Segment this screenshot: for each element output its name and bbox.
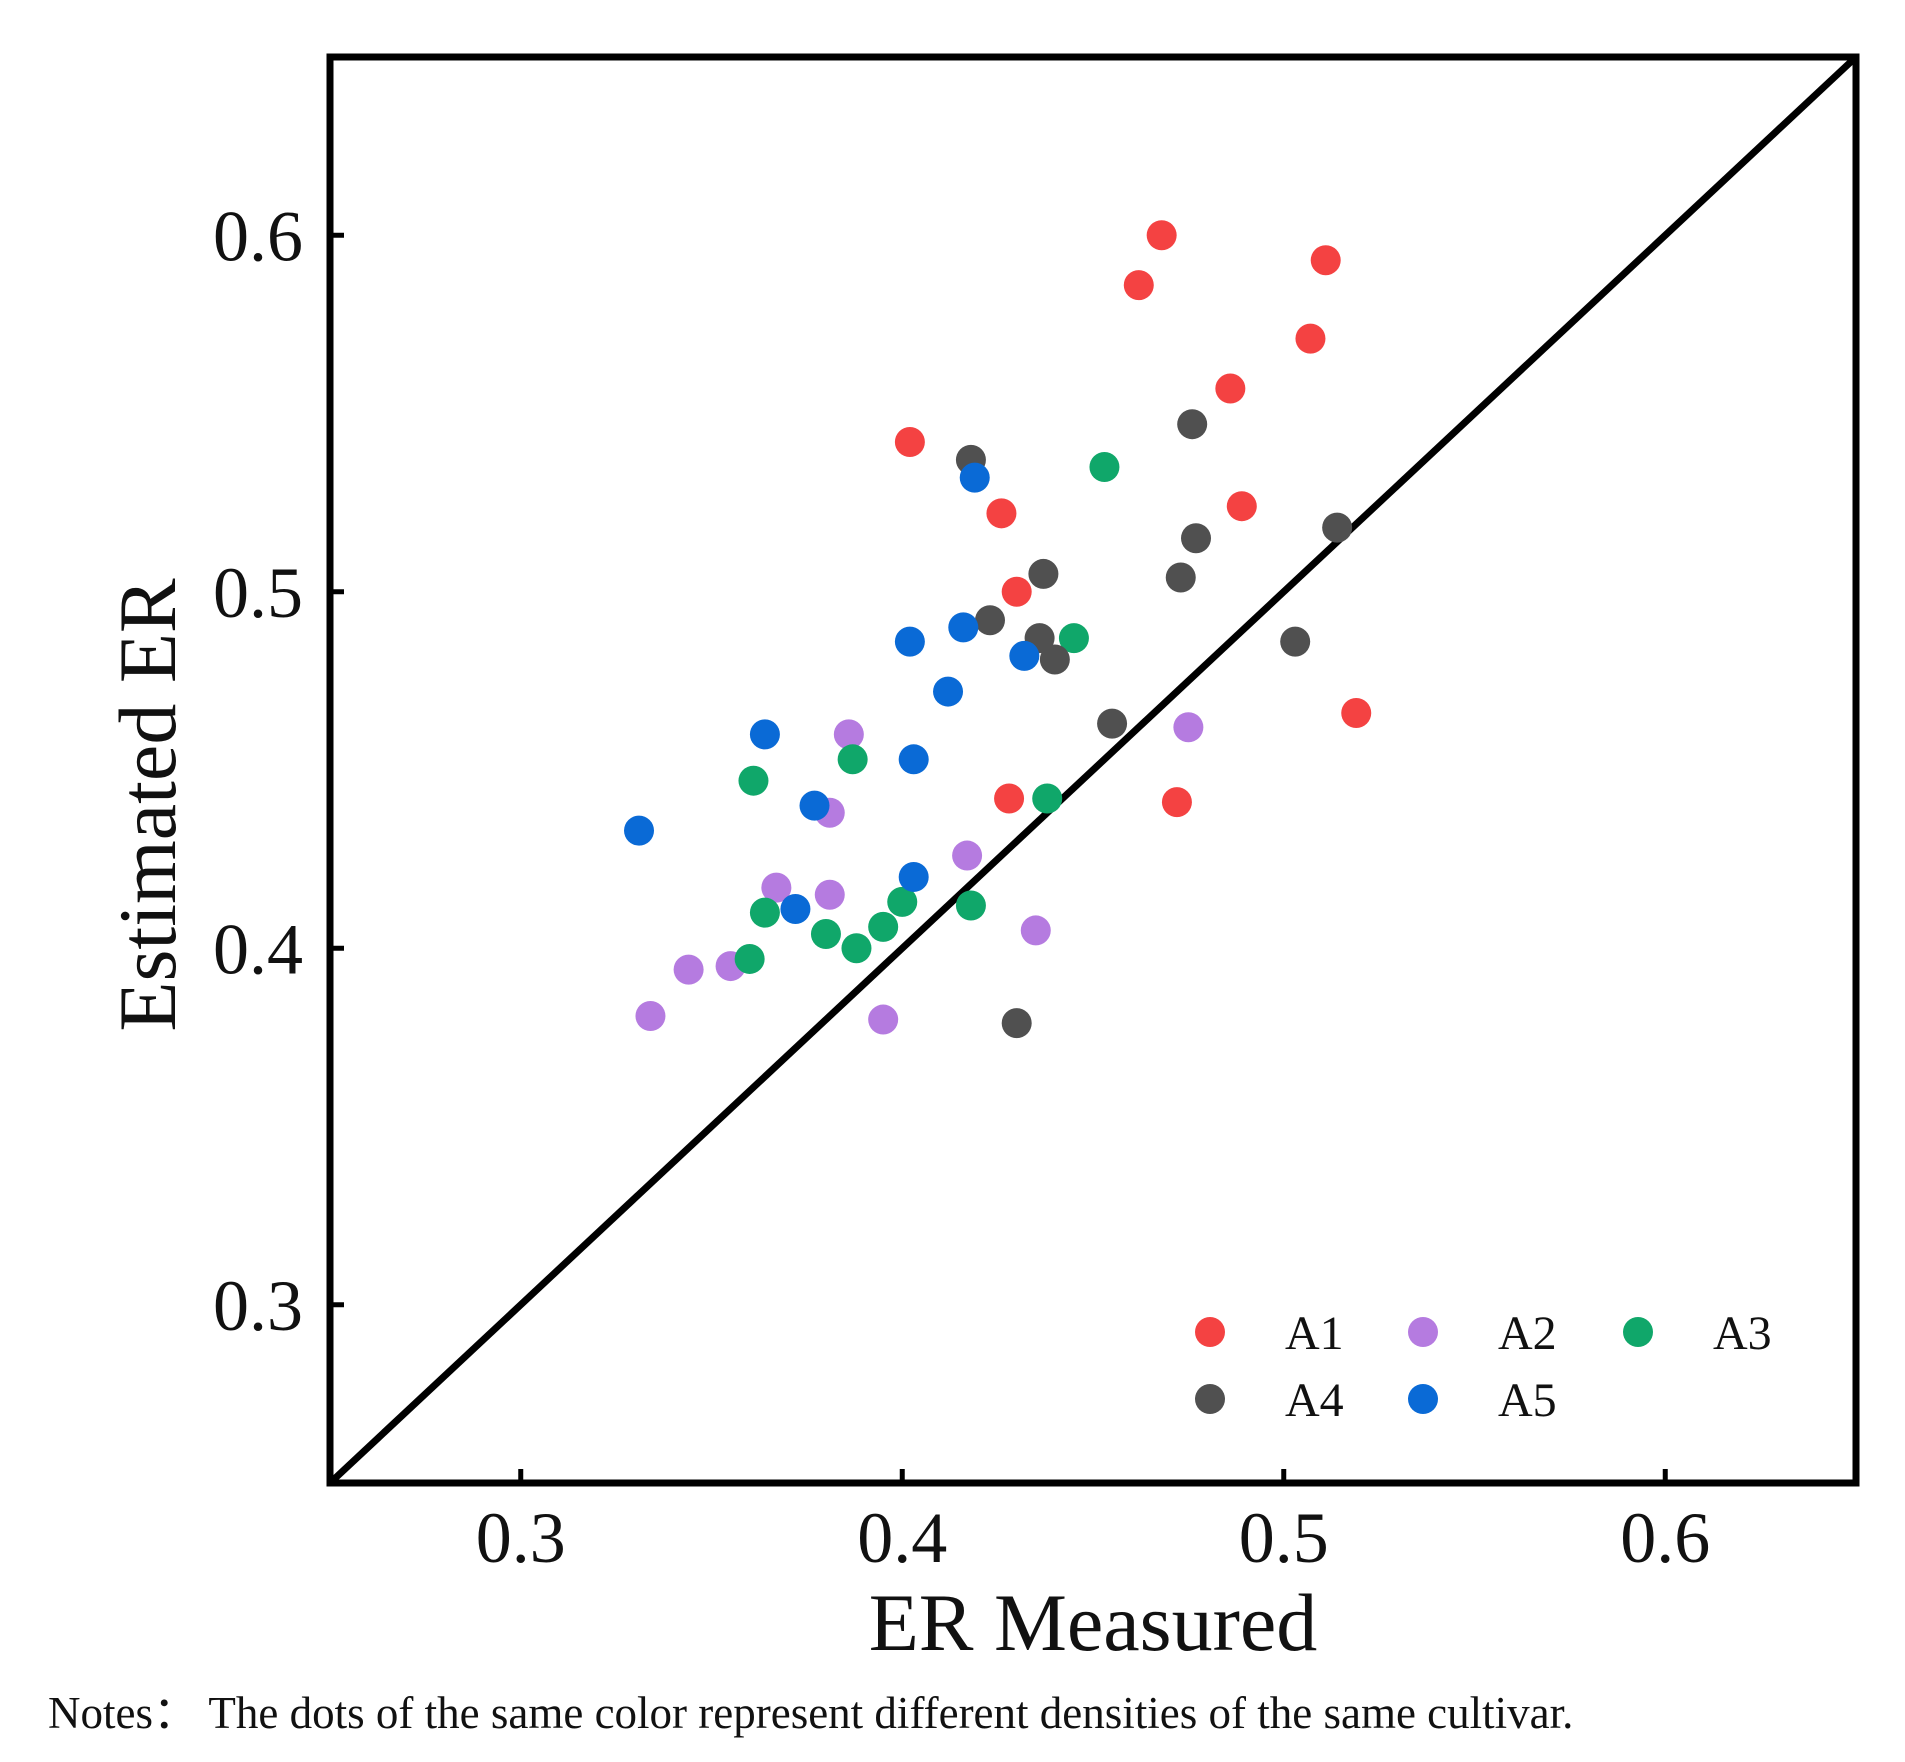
legend-label: A1: [1285, 1307, 1344, 1360]
point-a1-5: [1215, 373, 1246, 404]
y-tick-label: 0.3: [213, 1266, 303, 1346]
x-tick-label: 0.5: [1239, 1498, 1329, 1578]
legend-marker: [1195, 1384, 1225, 1414]
point-a1-6: [894, 427, 925, 458]
point-a4-7: [974, 605, 1005, 636]
point-a2-5: [814, 879, 845, 910]
point-a1-10: [1341, 697, 1372, 728]
one-to-one-line: [327, 54, 1859, 1486]
point-a2-4: [761, 872, 792, 903]
figure-notes: Notes： The dots of the same color repres…: [48, 1688, 1574, 1738]
point-a5-9: [624, 815, 655, 846]
point-a4-3: [1181, 523, 1212, 554]
point-a3-1: [1089, 451, 1120, 482]
point-a5-11: [780, 894, 811, 925]
point-a1-7: [986, 498, 1017, 529]
legend-item-a3: A3: [1623, 1307, 1772, 1360]
x-axis: 0.3 0.4 0.5 0.6: [476, 1469, 1710, 1578]
legend: A1 A2 A3 A4 A5: [1195, 1307, 1772, 1427]
x-axis-title: ER Measured: [869, 1577, 1318, 1668]
point-a5-1: [959, 462, 990, 493]
point-a1-12: [1161, 787, 1192, 818]
legend-label: A3: [1713, 1307, 1772, 1360]
legend-label: A5: [1498, 1374, 1557, 1427]
series-a1: [894, 220, 1372, 818]
point-a5-2: [894, 626, 925, 657]
point-a3-7: [810, 918, 841, 949]
point-a1-4: [1295, 323, 1326, 354]
point-a4-10: [1280, 626, 1311, 657]
point-a5-5: [933, 676, 964, 707]
legend-marker: [1195, 1317, 1225, 1347]
point-a2-11: [1020, 915, 1051, 946]
point-a4-1: [1177, 409, 1208, 440]
point-a4-9: [1039, 644, 1070, 675]
y-tick-label: 0.6: [213, 196, 303, 276]
series-a5: [624, 462, 1040, 925]
point-a1-11: [994, 783, 1025, 814]
point-a2-9: [635, 1000, 666, 1031]
point-a5-4: [1009, 640, 1040, 671]
point-a4-5: [1028, 558, 1059, 589]
y-tick-label: 0.5: [213, 553, 303, 633]
point-a1-8: [1226, 491, 1257, 522]
point-a5-7: [898, 744, 929, 775]
point-a3-4: [837, 744, 868, 775]
point-a5-3: [948, 612, 979, 643]
legend-item-a1: A1: [1195, 1307, 1344, 1360]
legend-item-a5: A5: [1408, 1374, 1557, 1427]
legend-item-a4: A4: [1195, 1374, 1344, 1427]
point-a3-12: [734, 943, 765, 974]
point-a3-11: [955, 890, 986, 921]
point-a3-3: [738, 765, 769, 796]
point-a1-1: [1146, 220, 1177, 251]
legend-marker: [1623, 1317, 1653, 1347]
point-a2-10: [868, 1004, 899, 1035]
legend-marker: [1408, 1317, 1438, 1347]
point-a3-5: [1032, 783, 1063, 814]
point-a5-10: [898, 861, 929, 892]
point-a3-9: [868, 911, 899, 942]
point-a4-11: [1097, 708, 1128, 739]
legend-label: A2: [1498, 1307, 1557, 1360]
point-a3-10: [887, 886, 918, 917]
x-tick-label: 0.3: [476, 1498, 566, 1578]
y-axis-title: Estimated ER: [102, 578, 193, 1032]
point-a3-8: [841, 933, 872, 964]
y-axis: 0.3 0.4 0.5 0.6: [213, 196, 344, 1346]
plot-content: [327, 54, 1859, 1486]
series-a3: [734, 451, 1120, 974]
point-a4-6: [1165, 562, 1196, 593]
point-a5-8: [799, 790, 830, 821]
point-a1-9: [1001, 576, 1032, 607]
point-a2-1: [833, 719, 864, 750]
point-a5-6: [749, 719, 780, 750]
point-a1-3: [1310, 245, 1341, 276]
series-a4: [955, 409, 1353, 1039]
point-a2-3: [1173, 712, 1204, 743]
x-tick-label: 0.4: [857, 1498, 947, 1578]
point-a4-4: [1322, 512, 1353, 543]
point-a2-6: [952, 840, 983, 871]
x-tick-label: 0.6: [1620, 1498, 1710, 1578]
point-a3-2: [1058, 623, 1089, 654]
point-a2-7: [673, 954, 704, 985]
point-a1-2: [1123, 270, 1154, 301]
plot-frame: [326, 53, 1860, 1487]
legend-marker: [1408, 1384, 1438, 1414]
legend-label: A4: [1285, 1374, 1344, 1427]
legend-item-a2: A2: [1408, 1307, 1557, 1360]
point-a3-6: [749, 897, 780, 928]
scatter-chart: 0.3 0.4 0.5 0.6 0.3 0.4 0.5 0.6 ER Measured Es…: [102, 53, 1860, 1668]
y-tick-label: 0.4: [213, 909, 303, 989]
point-a4-12: [1001, 1008, 1032, 1039]
